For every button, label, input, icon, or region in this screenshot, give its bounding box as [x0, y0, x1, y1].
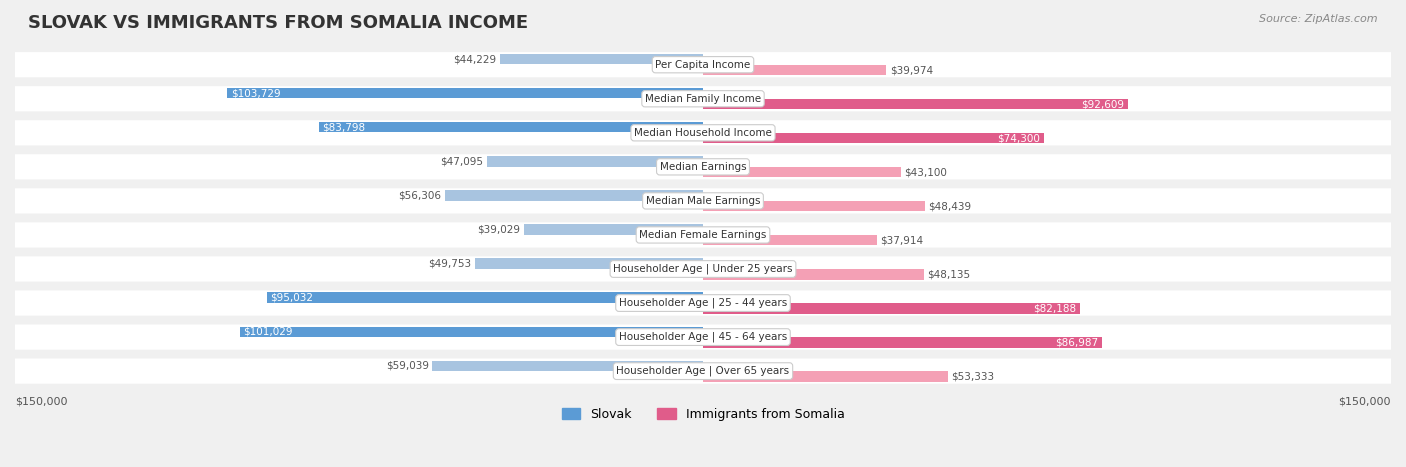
- Text: Median Male Earnings: Median Male Earnings: [645, 196, 761, 206]
- Text: $39,029: $39,029: [478, 225, 520, 234]
- Bar: [239, 326, 703, 337]
- Text: $44,229: $44,229: [454, 54, 496, 64]
- Bar: [703, 201, 925, 212]
- FancyBboxPatch shape: [15, 52, 1391, 78]
- Text: $101,029: $101,029: [243, 326, 292, 337]
- Text: Median Family Income: Median Family Income: [645, 94, 761, 104]
- Bar: [475, 258, 703, 269]
- FancyBboxPatch shape: [15, 359, 1391, 384]
- Text: $95,032: $95,032: [270, 293, 314, 303]
- Text: Per Capita Income: Per Capita Income: [655, 60, 751, 70]
- Bar: [524, 224, 703, 234]
- Text: $103,729: $103,729: [231, 88, 280, 99]
- Text: $39,974: $39,974: [890, 65, 934, 75]
- Legend: Slovak, Immigrants from Somalia: Slovak, Immigrants from Somalia: [557, 403, 849, 426]
- Bar: [703, 133, 1043, 143]
- Bar: [703, 338, 1102, 347]
- Text: $92,609: $92,609: [1081, 99, 1125, 109]
- Text: $53,333: $53,333: [950, 372, 994, 382]
- Bar: [319, 122, 703, 133]
- Bar: [444, 191, 703, 200]
- Text: Householder Age | Under 25 years: Householder Age | Under 25 years: [613, 264, 793, 274]
- Bar: [703, 371, 948, 382]
- Text: Householder Age | 45 - 64 years: Householder Age | 45 - 64 years: [619, 332, 787, 342]
- Text: $56,306: $56,306: [398, 191, 441, 200]
- Bar: [703, 235, 877, 246]
- FancyBboxPatch shape: [15, 325, 1391, 350]
- Text: $74,300: $74,300: [997, 133, 1040, 143]
- Text: $48,439: $48,439: [928, 201, 972, 212]
- Bar: [501, 54, 703, 64]
- Bar: [486, 156, 703, 167]
- Bar: [703, 167, 901, 177]
- Bar: [228, 88, 703, 99]
- FancyBboxPatch shape: [15, 120, 1391, 145]
- Bar: [703, 65, 886, 75]
- Text: $150,000: $150,000: [1339, 396, 1391, 407]
- FancyBboxPatch shape: [15, 222, 1391, 248]
- Bar: [267, 292, 703, 303]
- Text: $48,135: $48,135: [927, 269, 970, 279]
- Text: Median Female Earnings: Median Female Earnings: [640, 230, 766, 240]
- Bar: [703, 99, 1128, 109]
- Text: $83,798: $83,798: [322, 122, 366, 132]
- Text: $43,100: $43,100: [904, 167, 948, 177]
- Text: $49,753: $49,753: [429, 259, 471, 269]
- FancyBboxPatch shape: [15, 86, 1391, 111]
- FancyBboxPatch shape: [15, 256, 1391, 282]
- Text: Median Earnings: Median Earnings: [659, 162, 747, 172]
- FancyBboxPatch shape: [15, 188, 1391, 213]
- Bar: [703, 304, 1080, 314]
- Text: Householder Age | 25 - 44 years: Householder Age | 25 - 44 years: [619, 298, 787, 308]
- Text: $47,095: $47,095: [440, 156, 484, 166]
- Text: $82,188: $82,188: [1033, 304, 1077, 313]
- Bar: [703, 269, 924, 280]
- Text: $37,914: $37,914: [880, 235, 924, 245]
- Text: $86,987: $86,987: [1056, 338, 1098, 347]
- Bar: [432, 361, 703, 371]
- Text: SLOVAK VS IMMIGRANTS FROM SOMALIA INCOME: SLOVAK VS IMMIGRANTS FROM SOMALIA INCOME: [28, 14, 529, 32]
- Text: $150,000: $150,000: [15, 396, 67, 407]
- FancyBboxPatch shape: [15, 154, 1391, 179]
- Text: Source: ZipAtlas.com: Source: ZipAtlas.com: [1260, 14, 1378, 24]
- Text: Householder Age | Over 65 years: Householder Age | Over 65 years: [616, 366, 790, 376]
- Text: $59,039: $59,039: [385, 361, 429, 371]
- FancyBboxPatch shape: [15, 290, 1391, 316]
- Text: Median Household Income: Median Household Income: [634, 128, 772, 138]
